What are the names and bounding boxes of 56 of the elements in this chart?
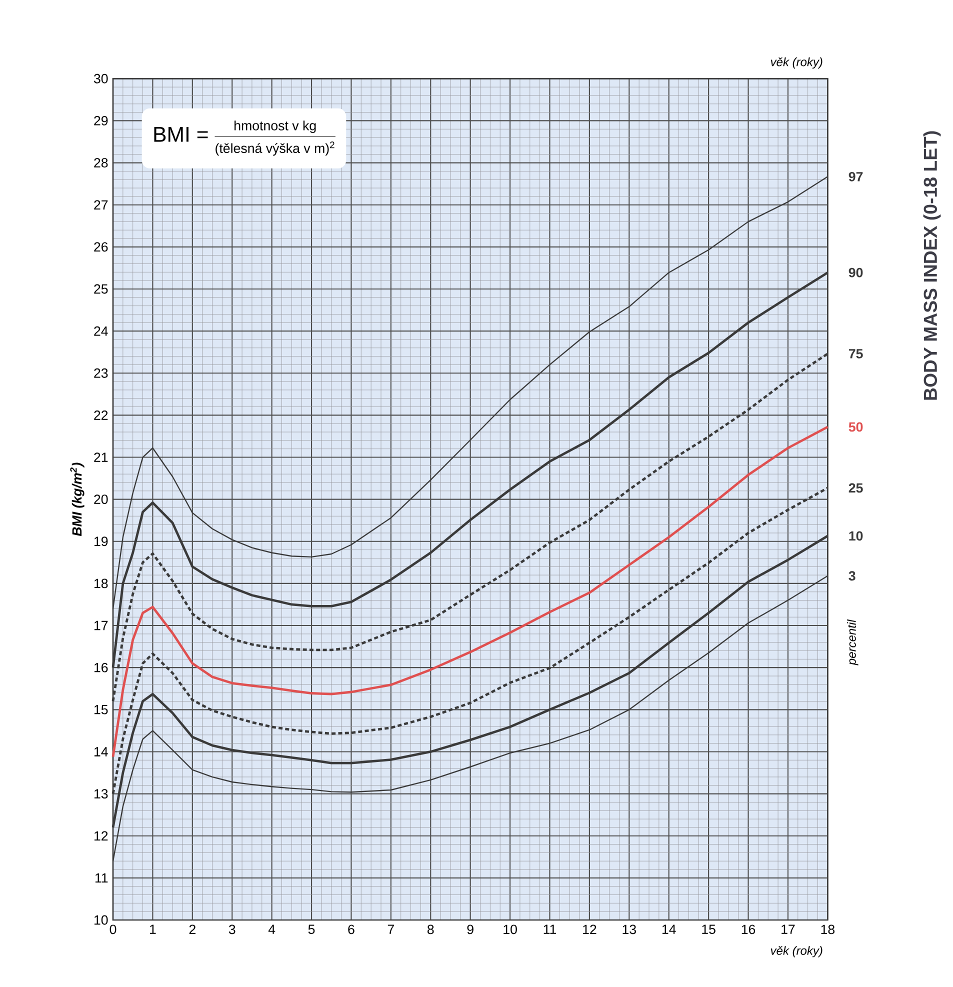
- y-tick-label: 18: [94, 578, 108, 588]
- x-tick-label: 2: [189, 924, 196, 934]
- x-tick-label: 10: [504, 924, 517, 934]
- text: BODY MASS INDEX (0-18 LET): [923, 131, 941, 400]
- x-tick-label: 11: [544, 924, 556, 934]
- x-tick-label: 14: [662, 924, 676, 934]
- y-tick-label: 12: [94, 831, 108, 841]
- x-tick-label: 13: [622, 924, 636, 934]
- x-tick-label: 16: [742, 924, 756, 934]
- line-series: [112, 426, 829, 758]
- y-tick-label: 15: [94, 705, 108, 714]
- series-label: 90: [848, 268, 863, 278]
- y-tick-label: 17: [94, 620, 108, 630]
- y-tick-label: 23: [94, 368, 108, 378]
- y-tick-label: 25: [94, 284, 108, 294]
- annotation: BMI =: [154, 127, 208, 142]
- series-label: 3: [848, 571, 856, 581]
- y-tick-label: 22: [94, 410, 108, 420]
- text: percentil: [847, 619, 858, 666]
- x-tick-label: 18: [821, 924, 835, 934]
- x-tick-label: 4: [268, 924, 276, 934]
- annotation: (tělesná výška v m)$^{2}$: [216, 142, 334, 156]
- y-tick-label: 20: [94, 494, 108, 504]
- x-tick-label: 0: [110, 924, 116, 934]
- x-tick-label: 9: [467, 924, 474, 934]
- series-label: 50: [848, 422, 863, 432]
- x-tick-label: 15: [702, 924, 716, 934]
- y-tick-label: 14: [94, 747, 108, 756]
- y-tick-label: 30: [94, 74, 108, 84]
- y-tick-label: 13: [94, 789, 108, 799]
- y-tick-label: 16: [94, 662, 108, 672]
- y-tick-label: 24: [94, 326, 108, 336]
- y-tick-label: 19: [94, 536, 108, 546]
- series-label: 25: [848, 483, 863, 493]
- y-tick-label: 28: [94, 158, 108, 168]
- y-tick-label: 26: [94, 242, 108, 252]
- x-tick-label: 1: [150, 924, 156, 934]
- y-tick-label: 27: [94, 200, 108, 210]
- series-label: 97: [848, 172, 863, 182]
- x-tick-label: 17: [782, 924, 795, 934]
- x-tick-label: 12: [583, 924, 596, 934]
- x-tick-label: 3: [228, 924, 236, 934]
- x-tick-label: 7: [388, 924, 394, 934]
- y-tick-label: 29: [94, 116, 108, 126]
- series-label: 75: [848, 349, 863, 358]
- y-axis-title: BMI (kg/m$^{2}$): [70, 462, 84, 536]
- x-tick-label: 8: [428, 924, 434, 934]
- y-tick-label: 21: [94, 452, 108, 462]
- annotation: hmotnost v kg: [234, 120, 316, 133]
- series-label: 10: [849, 531, 863, 541]
- y-tick-label: 10: [94, 915, 108, 925]
- x-tick-label: 5: [308, 924, 315, 934]
- x-axis-title: věk (roky): [770, 946, 822, 958]
- y-tick-label: 11: [95, 873, 108, 883]
- x-tick-label: 6: [348, 924, 354, 934]
- x2-axis-title: věk (roky): [770, 57, 822, 69]
